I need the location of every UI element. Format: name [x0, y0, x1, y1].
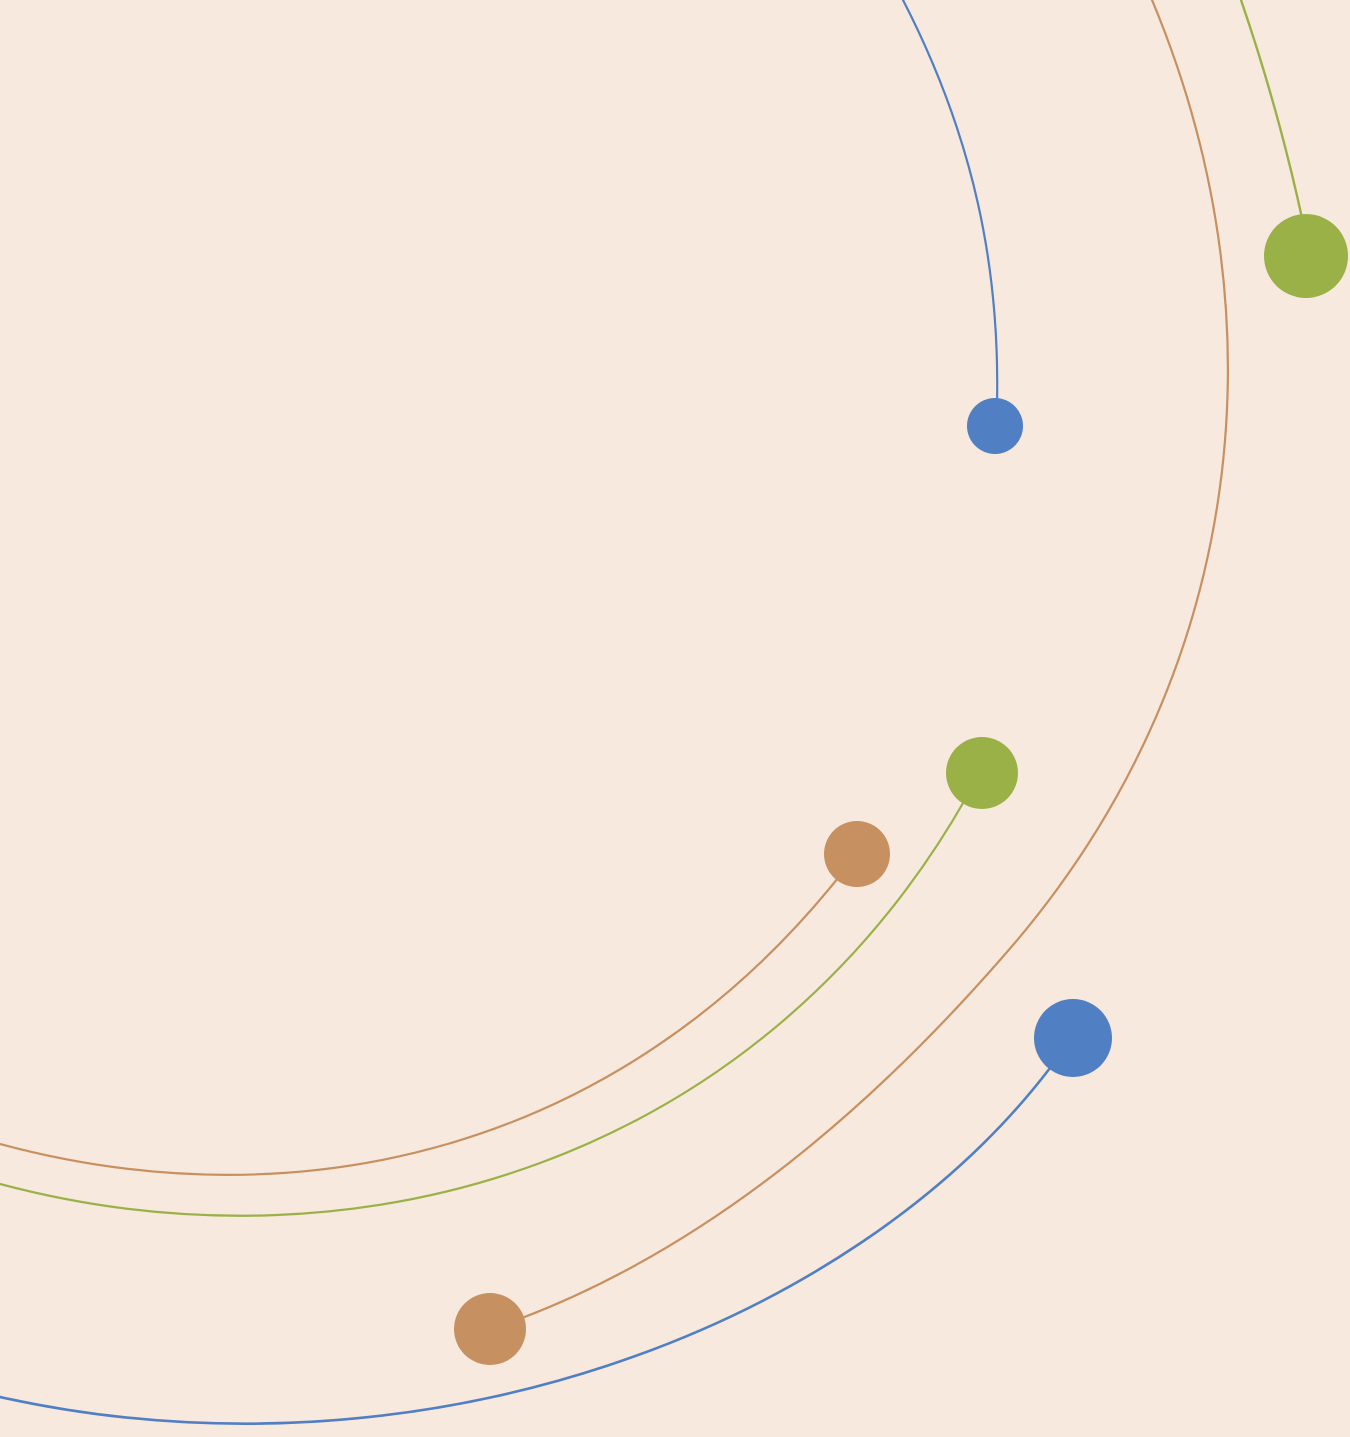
arc-blue-upper: [901, 0, 999, 407]
dot-green-middle: [946, 737, 1018, 809]
arc-green-upper: [1239, 0, 1304, 220]
dot-orange-middle: [824, 821, 890, 887]
dot-blue-large: [1034, 999, 1112, 1077]
arc-green-inner: [0, 796, 968, 1217]
arc-orange-outer: [520, 0, 1229, 1320]
dot-green-top-right: [1264, 214, 1348, 298]
dot-orange-bottom: [454, 1293, 526, 1365]
arc-orange-inner: [0, 876, 840, 1176]
dot-blue-small: [967, 398, 1023, 454]
arc-blue-lower: [0, 1066, 1052, 1425]
